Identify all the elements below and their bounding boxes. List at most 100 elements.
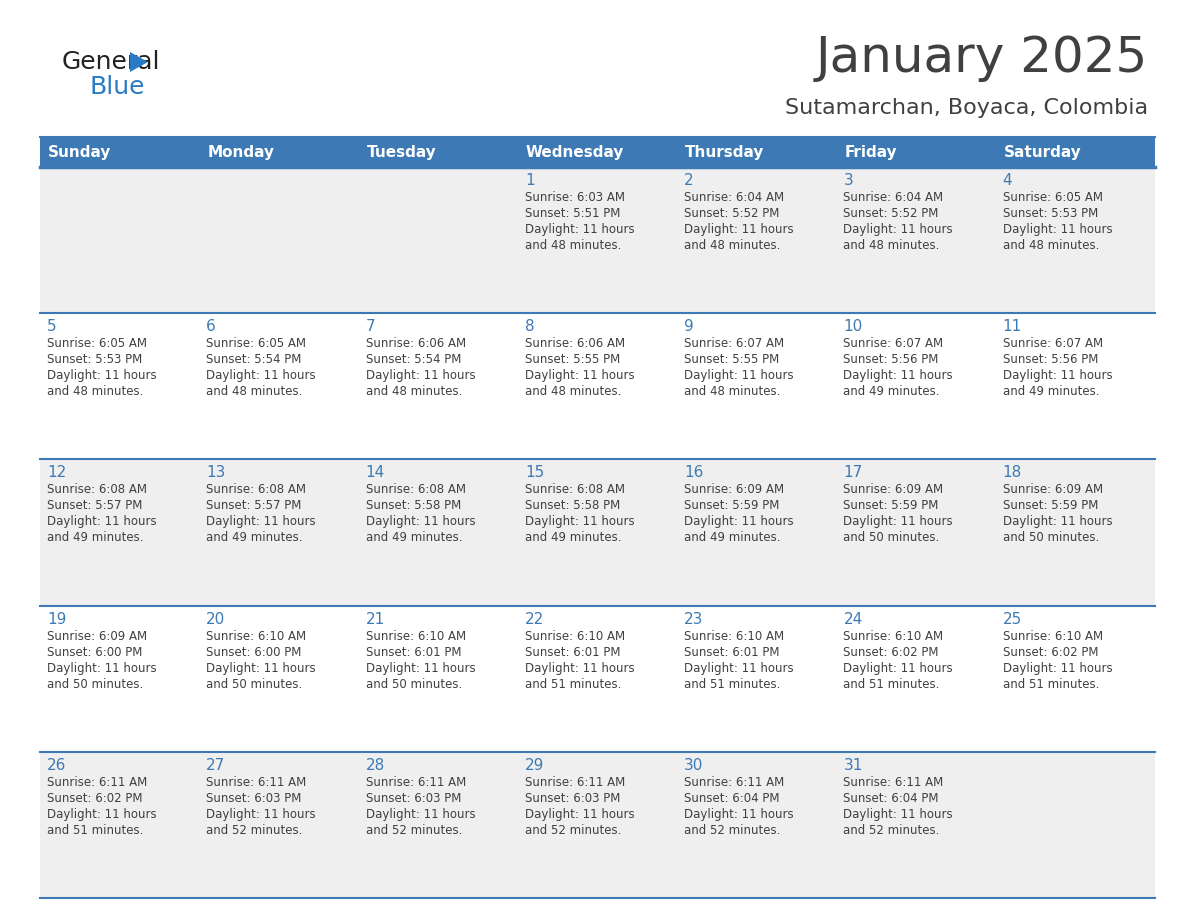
Text: Sunrise: 6:08 AM: Sunrise: 6:08 AM [366,484,466,497]
Text: and 52 minutes.: and 52 minutes. [525,823,621,837]
Text: 9: 9 [684,319,694,334]
Text: and 51 minutes.: and 51 minutes. [525,677,621,690]
Text: and 49 minutes.: and 49 minutes. [48,532,144,544]
Text: 18: 18 [1003,465,1022,480]
Text: Sunset: 5:54 PM: Sunset: 5:54 PM [207,353,302,366]
Text: Sunrise: 6:11 AM: Sunrise: 6:11 AM [525,776,625,789]
Text: Blue: Blue [90,75,145,99]
Text: Sunrise: 6:06 AM: Sunrise: 6:06 AM [366,337,466,350]
Text: and 48 minutes.: and 48 minutes. [525,239,621,252]
Text: Monday: Monday [207,144,274,160]
Text: 26: 26 [48,757,67,773]
Text: and 49 minutes.: and 49 minutes. [525,532,621,544]
Text: 22: 22 [525,611,544,627]
Text: Sunrise: 6:07 AM: Sunrise: 6:07 AM [684,337,784,350]
Text: Daylight: 11 hours: Daylight: 11 hours [843,808,953,821]
Text: Sunset: 6:02 PM: Sunset: 6:02 PM [1003,645,1098,658]
Text: Sunrise: 6:11 AM: Sunrise: 6:11 AM [366,776,466,789]
Text: Sutamarchan, Boyaca, Colombia: Sutamarchan, Boyaca, Colombia [785,98,1148,118]
Text: 24: 24 [843,611,862,627]
Text: 7: 7 [366,319,375,334]
Text: 1: 1 [525,173,535,188]
Text: Sunset: 6:00 PM: Sunset: 6:00 PM [207,645,302,658]
Text: 16: 16 [684,465,703,480]
Text: Sunset: 6:02 PM: Sunset: 6:02 PM [843,645,939,658]
Text: Daylight: 11 hours: Daylight: 11 hours [843,223,953,236]
Text: Daylight: 11 hours: Daylight: 11 hours [1003,662,1112,675]
Text: Sunset: 5:55 PM: Sunset: 5:55 PM [684,353,779,366]
Text: 14: 14 [366,465,385,480]
Text: Daylight: 11 hours: Daylight: 11 hours [684,808,794,821]
Text: 30: 30 [684,757,703,773]
Text: Daylight: 11 hours: Daylight: 11 hours [366,515,475,529]
Text: Daylight: 11 hours: Daylight: 11 hours [684,223,794,236]
Text: Sunrise: 6:10 AM: Sunrise: 6:10 AM [1003,630,1102,643]
Text: Sunrise: 6:11 AM: Sunrise: 6:11 AM [48,776,147,789]
Text: Sunset: 5:59 PM: Sunset: 5:59 PM [684,499,779,512]
Text: 29: 29 [525,757,544,773]
Bar [836,137,996,167]
Text: Daylight: 11 hours: Daylight: 11 hours [48,662,157,675]
Text: Daylight: 11 hours: Daylight: 11 hours [525,369,634,382]
Text: Sunrise: 6:05 AM: Sunrise: 6:05 AM [48,337,147,350]
Text: Daylight: 11 hours: Daylight: 11 hours [525,662,634,675]
Text: Daylight: 11 hours: Daylight: 11 hours [684,662,794,675]
Text: Sunset: 5:55 PM: Sunset: 5:55 PM [525,353,620,366]
Text: Daylight: 11 hours: Daylight: 11 hours [207,662,316,675]
Text: and 48 minutes.: and 48 minutes. [48,386,144,398]
Text: Sunset: 5:53 PM: Sunset: 5:53 PM [48,353,143,366]
Text: Daylight: 11 hours: Daylight: 11 hours [48,808,157,821]
Text: 23: 23 [684,611,703,627]
Text: 27: 27 [207,757,226,773]
Bar [359,137,518,167]
Text: and 50 minutes.: and 50 minutes. [366,677,462,690]
Text: Daylight: 11 hours: Daylight: 11 hours [525,808,634,821]
Text: Sunset: 5:59 PM: Sunset: 5:59 PM [843,499,939,512]
Text: Thursday: Thursday [685,144,765,160]
Text: Sunrise: 6:09 AM: Sunrise: 6:09 AM [1003,484,1102,497]
Text: and 50 minutes.: and 50 minutes. [843,532,940,544]
Text: 10: 10 [843,319,862,334]
Text: Sunset: 5:56 PM: Sunset: 5:56 PM [843,353,939,366]
Bar [40,752,1155,898]
Text: Sunset: 5:58 PM: Sunset: 5:58 PM [525,499,620,512]
Text: Daylight: 11 hours: Daylight: 11 hours [525,223,634,236]
Text: Sunday: Sunday [48,144,112,160]
Text: Sunrise: 6:07 AM: Sunrise: 6:07 AM [843,337,943,350]
Bar [40,459,1155,606]
Text: Daylight: 11 hours: Daylight: 11 hours [207,369,316,382]
Bar [677,137,836,167]
Text: 21: 21 [366,611,385,627]
Text: Sunset: 6:02 PM: Sunset: 6:02 PM [48,792,143,805]
Text: and 50 minutes.: and 50 minutes. [48,677,144,690]
Text: Sunrise: 6:10 AM: Sunrise: 6:10 AM [684,630,784,643]
Text: Sunset: 5:54 PM: Sunset: 5:54 PM [366,353,461,366]
Text: Sunrise: 6:04 AM: Sunrise: 6:04 AM [684,191,784,204]
Text: Sunrise: 6:10 AM: Sunrise: 6:10 AM [525,630,625,643]
Text: Sunset: 6:01 PM: Sunset: 6:01 PM [525,645,620,658]
Text: Daylight: 11 hours: Daylight: 11 hours [366,808,475,821]
Text: 12: 12 [48,465,67,480]
Text: 25: 25 [1003,611,1022,627]
Text: Daylight: 11 hours: Daylight: 11 hours [48,515,157,529]
Text: Sunset: 6:00 PM: Sunset: 6:00 PM [48,645,143,658]
Text: Sunrise: 6:11 AM: Sunrise: 6:11 AM [207,776,307,789]
Text: Sunset: 6:01 PM: Sunset: 6:01 PM [684,645,779,658]
Text: 11: 11 [1003,319,1022,334]
Text: Sunrise: 6:10 AM: Sunrise: 6:10 AM [207,630,307,643]
Text: Daylight: 11 hours: Daylight: 11 hours [843,515,953,529]
Text: Sunrise: 6:04 AM: Sunrise: 6:04 AM [843,191,943,204]
Text: Sunrise: 6:10 AM: Sunrise: 6:10 AM [843,630,943,643]
Text: Saturday: Saturday [1004,144,1081,160]
Text: Daylight: 11 hours: Daylight: 11 hours [366,369,475,382]
Text: Sunrise: 6:09 AM: Sunrise: 6:09 AM [684,484,784,497]
Text: Daylight: 11 hours: Daylight: 11 hours [1003,515,1112,529]
Text: General: General [62,50,160,74]
Text: Daylight: 11 hours: Daylight: 11 hours [1003,223,1112,236]
Text: 20: 20 [207,611,226,627]
Text: Daylight: 11 hours: Daylight: 11 hours [366,662,475,675]
Text: Sunset: 5:52 PM: Sunset: 5:52 PM [684,207,779,220]
Text: Sunset: 6:04 PM: Sunset: 6:04 PM [843,792,939,805]
Text: Sunset: 5:59 PM: Sunset: 5:59 PM [1003,499,1098,512]
Text: Sunrise: 6:03 AM: Sunrise: 6:03 AM [525,191,625,204]
